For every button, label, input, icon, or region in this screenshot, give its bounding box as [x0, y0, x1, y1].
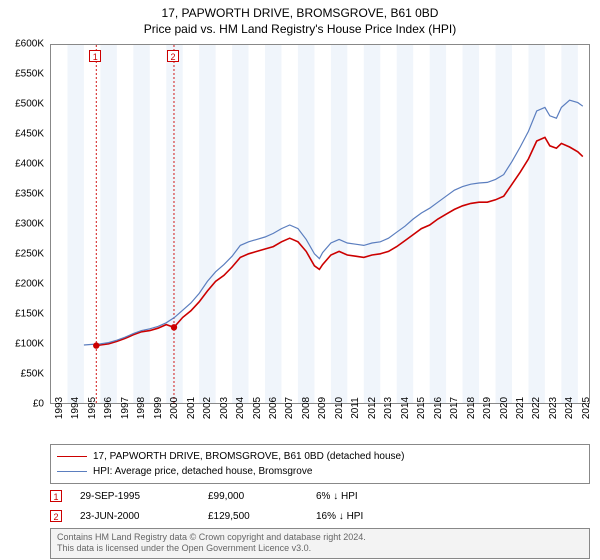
x-tick-label: 2004 — [235, 397, 246, 419]
x-tick-label: 2018 — [466, 397, 477, 419]
sale-delta: 16% ↓ HPI — [316, 511, 416, 522]
x-tick-label: 2016 — [433, 397, 444, 419]
x-tick-label: 2008 — [301, 397, 312, 419]
x-tick-label: 2002 — [202, 397, 213, 419]
y-tick-label: £300K — [15, 219, 44, 230]
x-tick-label: 2023 — [548, 397, 559, 419]
chart-container: 17, PAPWORTH DRIVE, BROMSGROVE, B61 0BD … — [0, 0, 600, 560]
sale-date: 29-SEP-1995 — [80, 491, 190, 502]
y-tick-label: £0 — [33, 399, 44, 410]
chart-plot — [50, 44, 590, 404]
x-tick-label: 2024 — [564, 397, 575, 419]
footer-line: Contains HM Land Registry data © Crown c… — [57, 532, 583, 543]
x-tick-label: 1993 — [54, 397, 65, 419]
legend: 17, PAPWORTH DRIVE, BROMSGROVE, B61 0BD … — [50, 444, 590, 484]
x-tick-label: 1996 — [103, 397, 114, 419]
x-tick-label: 2012 — [367, 397, 378, 419]
x-tick-label: 2009 — [317, 397, 328, 419]
x-tick-label: 2019 — [482, 397, 493, 419]
sale-marker-badge: 1 — [50, 490, 62, 502]
x-tick-label: 2007 — [284, 397, 295, 419]
table-row: 2 23-JUN-2000 £129,500 16% ↓ HPI — [50, 506, 590, 526]
x-tick-label: 1994 — [70, 397, 81, 419]
sale-price: £99,000 — [208, 491, 298, 502]
x-tick-label: 2013 — [383, 397, 394, 419]
y-tick-label: £250K — [15, 249, 44, 260]
chart-area: £0£50K£100K£150K£200K£250K£300K£350K£400… — [50, 44, 590, 404]
y-tick-label: £500K — [15, 99, 44, 110]
x-tick-label: 1997 — [120, 397, 131, 419]
sale-marker-box: 2 — [167, 50, 179, 62]
title-block: 17, PAPWORTH DRIVE, BROMSGROVE, B61 0BD … — [0, 0, 600, 37]
x-tick-label: 2011 — [350, 397, 361, 419]
x-tick-label: 1995 — [87, 397, 98, 419]
chart-title-address: 17, PAPWORTH DRIVE, BROMSGROVE, B61 0BD — [0, 6, 600, 22]
sale-delta: 6% ↓ HPI — [316, 491, 416, 502]
x-tick-label: 2005 — [252, 397, 263, 419]
legend-item-price-paid: 17, PAPWORTH DRIVE, BROMSGROVE, B61 0BD … — [57, 449, 583, 464]
y-tick-label: £350K — [15, 189, 44, 200]
y-tick-label: £450K — [15, 129, 44, 140]
y-tick-label: £100K — [15, 339, 44, 350]
x-tick-label: 2006 — [268, 397, 279, 419]
legend-label: HPI: Average price, detached house, Brom… — [93, 464, 312, 479]
x-tick-label: 2003 — [219, 397, 230, 419]
sale-date: 23-JUN-2000 — [80, 511, 190, 522]
y-tick-label: £550K — [15, 69, 44, 80]
attribution-footer: Contains HM Land Registry data © Crown c… — [50, 528, 590, 559]
x-tick-label: 2025 — [581, 397, 592, 419]
y-tick-label: £50K — [21, 369, 44, 380]
x-tick-label: 2000 — [169, 397, 180, 419]
x-tick-label: 2001 — [186, 397, 197, 419]
legend-swatch — [57, 456, 87, 457]
x-tick-label: 1999 — [153, 397, 164, 419]
x-tick-label: 2010 — [334, 397, 345, 419]
y-tick-label: £600K — [15, 39, 44, 50]
chart-subtitle: Price paid vs. HM Land Registry's House … — [0, 22, 600, 38]
footer-line: This data is licensed under the Open Gov… — [57, 543, 583, 554]
table-row: 1 29-SEP-1995 £99,000 6% ↓ HPI — [50, 486, 590, 506]
x-tick-label: 2020 — [499, 397, 510, 419]
legend-item-hpi: HPI: Average price, detached house, Brom… — [57, 464, 583, 479]
y-tick-label: £200K — [15, 279, 44, 290]
x-tick-label: 2022 — [531, 397, 542, 419]
y-tick-label: £150K — [15, 309, 44, 320]
x-tick-label: 2021 — [515, 397, 526, 419]
x-tick-label: 2015 — [416, 397, 427, 419]
sales-table: 1 29-SEP-1995 £99,000 6% ↓ HPI 2 23-JUN-… — [50, 486, 590, 526]
sale-price: £129,500 — [208, 511, 298, 522]
legend-swatch — [57, 471, 87, 472]
legend-label: 17, PAPWORTH DRIVE, BROMSGROVE, B61 0BD … — [93, 449, 404, 464]
sale-marker-box: 1 — [89, 50, 101, 62]
y-tick-label: £400K — [15, 159, 44, 170]
x-tick-label: 1998 — [136, 397, 147, 419]
sale-marker-badge: 2 — [50, 510, 62, 522]
x-tick-label: 2014 — [400, 397, 411, 419]
x-tick-label: 2017 — [449, 397, 460, 419]
